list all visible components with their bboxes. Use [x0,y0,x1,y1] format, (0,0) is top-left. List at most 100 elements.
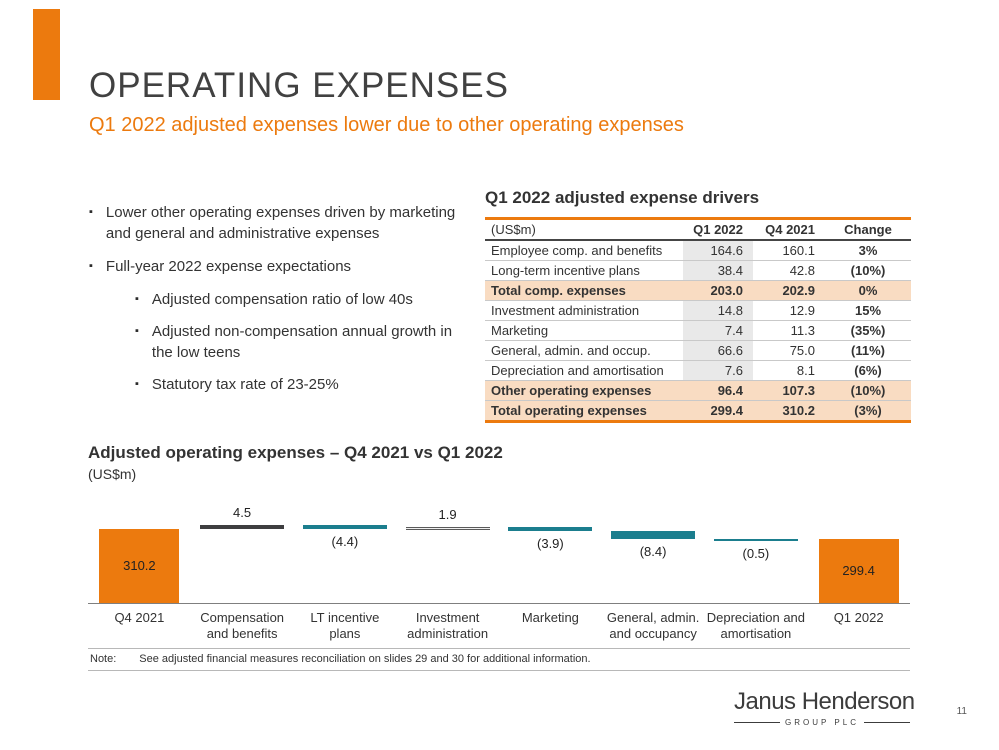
table-row-total: Other operating expenses 96.4 107.3 (10%… [485,380,911,401]
logo-rule-right [864,722,911,723]
expense-drivers-table: (US$m) Q1 2022 Q4 2021 Change Employee c… [485,217,911,423]
bullet-icon: ▪ [135,325,139,337]
bar-value-label: 310.2 [123,558,156,573]
waterfall-bar-4 [508,527,593,531]
bullet-text: Lower other operating expenses driven by… [105,204,456,242]
table-row: Employee comp. and benefits 164.6 160.1 … [485,240,911,261]
table-row: General, admin. and occup. 66.6 75.0 (11… [485,340,911,361]
logo-rule-left [734,722,781,723]
cell-q4: 12.9 [753,300,825,321]
row-label: Depreciation and amortisation [485,360,683,381]
cell-q4: 202.9 [753,280,825,301]
waterfall-bar-3 [405,527,490,531]
bar-value-label: 1.9 [438,507,457,523]
bullet-item: ▪ Adjusted non-compensation annual growt… [135,321,459,363]
x-axis-label: Investment administration [407,610,489,641]
cell-q1: 299.4 [683,400,753,422]
footnote-label: Note: [90,653,117,665]
cell-change: 0% [825,280,911,301]
x-axis-label: Depreciation and amortisation [706,610,806,641]
waterfall-bar-6 [713,538,798,541]
logo-subline: GROUP PLC [734,718,911,727]
waterfall-bar-5 [611,530,696,539]
cell-q1: 66.6 [683,340,753,361]
cell-change: (10%) [825,260,911,281]
bar-value-label: 4.5 [233,504,252,520]
bullet-item: ▪ Lower other operating expenses driven … [89,202,459,244]
x-axis-label: LT incentive plans [310,610,380,641]
bullet-text: Adjusted compensation ratio of low 40s [151,291,413,308]
cell-q1: 203.0 [683,280,753,301]
bullet-icon: ▪ [135,293,139,305]
bullet-icon: ▪ [135,378,139,390]
table-row: Long-term incentive plans 38.4 42.8 (10%… [485,260,911,281]
table-row: Depreciation and amortisation 7.6 8.1 (6… [485,360,911,381]
x-axis-label: Marketing [521,610,579,625]
bullet-text: Full-year 2022 expense expectations [105,258,352,275]
cell-q4: 75.0 [753,340,825,361]
bar-value-label: (8.4) [639,543,667,559]
chart-unit-label: (US$m) [88,466,137,482]
cell-change: (11%) [825,340,911,361]
x-axis-labels: Q4 2021 Compensation and benefits LT inc… [88,604,910,646]
row-label: Total comp. expenses [485,280,683,301]
bullet-text: Statutory tax rate of 23-25% [151,376,339,393]
bullet-item: ▪ Adjusted compensation ratio of low 40s [135,289,459,310]
waterfall-bar-2 [302,524,387,529]
table-title: Q1 2022 adjusted expense drivers [485,188,760,207]
footnote-text: See adjusted financial measures reconcil… [139,653,591,665]
cell-change: 15% [825,300,911,321]
row-label: Marketing [485,320,683,341]
column-header-q4-2021: Q4 2021 [753,218,825,241]
table-row-total: Total comp. expenses 203.0 202.9 0% [485,280,911,301]
bar-value-label: (4.4) [331,533,359,549]
bullet-icon: ▪ [89,260,93,272]
x-axis-label: Compensation and benefits [200,610,285,641]
cell-change: 3% [858,243,878,258]
cell-q1: 7.4 [683,320,753,341]
column-header-change: Change [825,218,911,241]
cell-q4: 107.3 [753,380,825,401]
bullet-list: ▪ Lower other operating expenses driven … [89,202,459,406]
waterfall-bar-7 [818,539,899,603]
bullet-item: ▪ Full-year 2022 expense expectations [89,256,459,277]
cell-q1: 38.4 [683,260,753,281]
page-title: OPERATING EXPENSES [89,66,509,105]
cell-q4: 310.2 [753,400,825,422]
cell-change: (35%) [825,320,911,341]
chart-title: Adjusted operating expenses – Q4 2021 vs… [88,443,503,462]
waterfall-bar-0 [99,529,180,603]
bar-value-label: (3.9) [537,535,564,551]
cell-q1: 164.6 [683,240,753,261]
accent-bar [33,9,60,100]
x-axis-label: General, admin. and occupancy [606,610,700,641]
bar-value-label: 299.4 [842,563,875,578]
row-label: Long-term incentive plans [485,260,683,281]
cell-change: (3%) [825,400,911,422]
waterfall-bar-1 [200,524,285,529]
row-label: General, admin. and occup. [485,340,683,361]
bullet-icon: ▪ [89,206,93,218]
cell-change: (6%) [825,360,911,381]
row-label: Total operating expenses [485,400,683,422]
row-label: Investment administration [485,300,683,321]
table-row-total: Total operating expenses 299.4 310.2 (3%… [485,400,911,422]
table-row: Marketing 7.4 11.3 (35%) [485,320,911,341]
cell-change: (10%) [825,380,911,401]
page-subtitle: Q1 2022 adjusted expenses lower due to o… [89,114,684,136]
table-row: Investment administration 14.8 12.9 15% [485,300,911,321]
bullet-item: ▪ Statutory tax rate of 23-25% [135,374,459,395]
table-header-row: (US$m) Q1 2022 Q4 2021 Change [485,218,911,241]
x-axis-label: Q4 2021 [114,610,165,625]
cell-q1: 14.8 [683,300,753,321]
row-label: Employee comp. and benefits [491,243,663,258]
cell-q1: 7.6 [683,360,753,381]
footnote: Note: See adjusted financial measures re… [88,648,910,671]
waterfall-plot: 310.2 4.5 (4.4) 1.9 (3.9) (8.4) (0.5) 299.4 [88,492,910,604]
cell-q4: 11.3 [753,320,825,341]
row-label: Other operating expenses [485,380,683,401]
company-logo: Janus Henderson GROUP PLC [734,688,915,727]
cell-q1: 96.4 [683,380,753,401]
x-axis-label: Q1 2022 [833,610,884,625]
waterfall-chart-section: Adjusted operating expenses – Q4 2021 vs… [88,443,910,671]
